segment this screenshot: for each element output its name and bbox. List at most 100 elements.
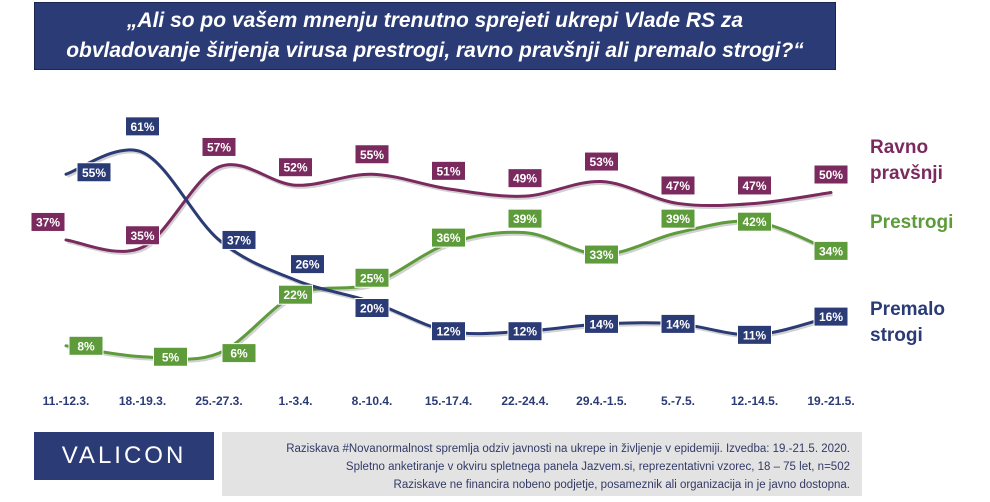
data-label-premalo: 12% [507,321,543,342]
data-label-text: 25% [360,271,384,285]
data-label-text: 14% [589,317,613,331]
chart-title: „Ali so po vašem mnenju trenutno sprejet… [66,9,804,62]
data-label-box [660,313,696,334]
legend-item-ravno: Ravno pravšnji [870,137,943,184]
data-label-box [507,208,543,229]
data-label-box [813,240,849,261]
data-label-prestrogi: 39% [507,208,543,229]
data-label-box [201,136,237,157]
data-label-text: 22% [283,288,307,302]
data-label-text: 39% [666,212,690,226]
data-label-box [30,211,66,232]
data-label-premalo: 61% [125,116,160,137]
data-label-premalo: 16% [813,306,849,327]
x-tick-label: 18.-19.3. [119,394,166,408]
data-label-text: 51% [436,164,460,178]
data-label-box [584,313,619,334]
data-label-text: 12% [513,325,537,339]
data-label-box [221,343,257,364]
data-label-prestrogi: 36% [431,227,466,248]
data-label-box [813,164,849,185]
x-tick-label: 1.-3.4. [278,394,312,408]
data-label-text: 53% [589,155,613,169]
data-label-prestrogi: 6% [221,343,257,364]
data-label-text: 57% [207,140,231,154]
data-label-ravno: 47% [660,175,696,196]
data-label-text: 55% [360,148,384,162]
footnote-line-3: Raziskave ne financira nobeno podjetje, … [393,479,850,491]
data-label-box [584,244,619,265]
data-label-premalo: 26% [290,254,325,275]
data-label-text: 20% [360,302,384,316]
data-label-box [737,211,772,232]
line-chart: 37% 35% 57% 52% 55% 51% 49% 53% 47% 47% 50% 8% 5% 6% 2… [30,116,953,408]
x-tick-label: 8.-10.4. [352,394,393,408]
data-label-ravno: 57% [201,136,237,157]
logo-text: VALICON [61,442,187,469]
data-label-ravno: 50% [813,164,849,185]
data-label-box [354,144,390,165]
data-label-premalo: 20% [354,298,390,318]
data-label-box [431,321,466,342]
data-label-text: 12% [436,325,460,339]
data-label-text: 33% [589,248,613,262]
data-label-text: 5% [162,350,180,364]
data-label-text: 39% [513,212,537,226]
valicon-logo: VALICON [34,432,214,480]
data-label-box [431,227,466,248]
data-label-box [278,157,313,178]
x-tick-label: 25.-27.3. [195,394,242,408]
data-label-text: 36% [436,231,460,245]
data-label-box [737,175,772,196]
data-label-prestrogi: 39% [660,208,696,229]
data-label-box [125,116,160,137]
data-label-premalo: 14% [660,313,696,334]
data-label-premalo: 37% [221,229,257,250]
data-label-ravno: 52% [278,157,313,178]
data-label-ravno: 37% [30,211,66,232]
x-tick-label: 29.4.-1.5. [576,394,627,408]
footnote-line-1: Raziskava #Novanormalnost spremlja odziv… [286,443,850,455]
data-label-text: 16% [819,310,843,324]
data-label-ravno: 55% [354,144,390,165]
data-label-box [813,306,849,327]
data-label-text: 55% [82,166,106,180]
data-label-prestrogi: 42% [737,211,772,232]
footnote-line-2: Spletno anketiranje v okviru spletnega p… [345,461,850,473]
data-label-premalo: 55% [76,162,112,183]
footnote: Raziskava #Novanormalnost spremlja odziv… [222,432,862,496]
data-label-box [76,162,112,183]
data-label-box [660,175,696,196]
data-label-ravno: 49% [507,168,543,189]
data-label-box [278,284,313,305]
x-tick-label: 22.-24.4. [501,394,548,408]
data-label-ravno: 35% [125,225,160,246]
data-label-prestrogi: 33% [584,244,619,265]
data-label-text: 8% [77,339,95,353]
data-label-prestrogi: 5% [153,346,188,367]
data-label-premalo: 12% [431,321,466,342]
data-label-ravno: 53% [584,151,619,172]
data-label-box [68,335,104,356]
data-label-text: 49% [513,172,537,186]
data-label-text: 34% [819,244,843,258]
data-label-box [125,225,160,246]
data-label-prestrogi: 25% [354,267,390,288]
data-label-box [153,346,188,367]
x-tick-label: 11.-12.3. [43,394,90,408]
data-label-prestrogi: 22% [278,284,313,305]
data-label-box [660,208,696,229]
data-labels: 37% 35% 57% 52% 55% 51% 49% 53% 47% 47% 50% 8% 5% 6% 2… [30,116,849,367]
data-label-text: 47% [666,179,690,193]
data-label-ravno: 51% [431,160,466,181]
legend: Ravno pravšnji Prestrogi Premalo strogi [870,137,953,346]
data-label-box [221,229,257,250]
data-label-box [431,160,466,181]
chart-title-box: „Ali so po vašem mnenju trenutno sprejet… [34,2,836,70]
data-label-text: 50% [819,168,843,182]
data-label-text: 42% [742,215,766,229]
legend-item-premalo: Premalo strogi [870,299,945,346]
data-label-premalo: 11% [737,324,772,345]
data-label-text: 6% [230,347,248,361]
data-label-box [354,267,390,288]
